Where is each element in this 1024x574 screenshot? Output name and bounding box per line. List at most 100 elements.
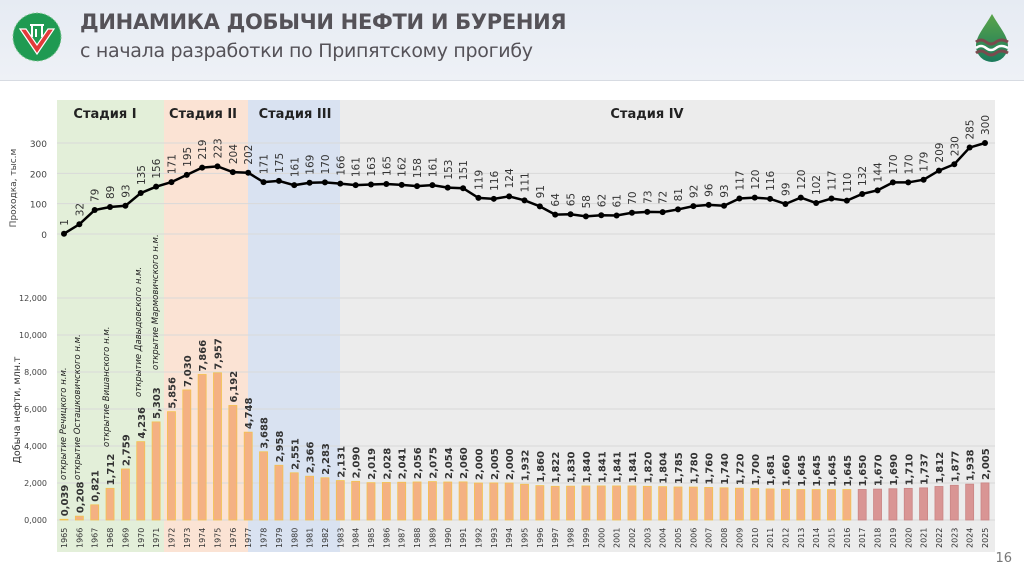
drilling-data-label: 171 [259, 154, 271, 174]
production-data-label: 2,019 [367, 448, 378, 480]
production-data-label: 0,208 [75, 481, 86, 513]
production-bar [719, 487, 729, 521]
production-data-label: 1,712 [106, 454, 117, 486]
production-bar [105, 487, 115, 521]
production-data-label: 1,645 [812, 455, 823, 487]
production-bar [673, 486, 683, 521]
production-bar [627, 485, 637, 521]
x-tick-year: 1967 [91, 528, 100, 548]
production-data-label: 7,030 [183, 355, 194, 387]
production-bar [642, 485, 652, 521]
drilling-point [582, 213, 589, 220]
production-bar [213, 372, 222, 521]
drilling-point [122, 202, 129, 209]
production-data-label: 1,710 [904, 454, 915, 486]
drilling-point [521, 197, 528, 204]
production-data-label: 1,804 [659, 452, 670, 484]
production-bar [550, 485, 560, 521]
drilling-point [736, 195, 743, 202]
production-data-label: 3,688 [260, 417, 271, 449]
production-bar [949, 484, 959, 521]
stage-label: Стадия I [73, 107, 136, 122]
production-data-label: 2,551 [290, 438, 301, 470]
page-title: ДИНАМИКА ДОБЫЧИ НЕФТИ И БУРЕНИЯ [80, 10, 567, 34]
x-tick-year: 2022 [935, 528, 944, 548]
drilling-point [828, 195, 835, 202]
drilling-data-label: 156 [151, 158, 163, 178]
x-tick-year: 1997 [551, 528, 560, 548]
stage-1-region [57, 100, 164, 552]
production-data-label: 1,645 [828, 455, 839, 487]
x-tick-year: 1995 [521, 528, 530, 548]
x-tick-year: 1994 [505, 528, 514, 548]
x-tick-year: 1968 [106, 528, 115, 548]
x-tick-year: 1969 [121, 528, 130, 548]
x-tick-year: 1976 [229, 528, 238, 548]
drilling-point [905, 179, 912, 186]
production-data-label: 7,866 [198, 340, 209, 372]
production-bar [934, 486, 944, 521]
drilling-data-label: 165 [381, 156, 393, 176]
production-bar [167, 411, 176, 521]
production-data-label: 1,670 [874, 454, 885, 486]
x-tick-year: 2010 [751, 528, 760, 548]
production-data-label: 1,877 [950, 451, 961, 483]
drilling-data-label: 179 [919, 152, 931, 172]
production-bar [658, 486, 668, 521]
production-bar [289, 472, 299, 521]
drilling-data-label: 99 [780, 183, 792, 196]
production-data-label: 2,000 [505, 448, 516, 480]
drilling-point [966, 144, 973, 151]
drilling-data-label: 223 [213, 138, 225, 158]
x-tick-year: 1989 [428, 528, 437, 548]
drilling-data-label: 1 [59, 219, 71, 226]
drilling-data-label: 161 [289, 157, 301, 177]
discovery-annotation: открытие Вишанского н.м. [102, 327, 112, 447]
production-data-label: 1,650 [858, 455, 869, 487]
x-tick-year: 2009 [735, 528, 744, 548]
x-tick-year: 1998 [567, 528, 576, 548]
drilling-point [536, 203, 543, 210]
x-tick-year: 2024 [966, 528, 975, 548]
drilling-data-label: 204 [228, 144, 240, 164]
production-data-label: 2,056 [413, 447, 424, 479]
production-bar [535, 485, 545, 521]
drilling-point [214, 163, 221, 170]
y-tick-bottom: 12,000 [19, 294, 47, 303]
drilling-data-label: 166 [335, 155, 347, 175]
production-data-label: 1,645 [843, 455, 854, 487]
drilling-data-label: 120 [750, 170, 762, 190]
production-bar [489, 482, 499, 521]
drilling-point [306, 179, 313, 186]
discovery-annotation: открытие Осташковичского н.м. [73, 334, 83, 480]
slide-header: ДИНАМИКА ДОБЫЧИ НЕФТИ И БУРЕНИЯ с начала… [0, 0, 1024, 81]
y-tick-top: 200 [30, 170, 47, 180]
production-bar [74, 515, 84, 521]
production-data-label: 2,366 [306, 442, 317, 474]
drilling-point [444, 184, 451, 191]
drilling-point [153, 183, 160, 190]
drilling-data-label: 161 [427, 157, 439, 177]
production-data-label: 2,028 [382, 448, 393, 480]
production-bar [243, 431, 253, 521]
production-bar [857, 489, 867, 521]
production-bar [151, 421, 161, 521]
production-bar [811, 489, 821, 521]
drilling-data-label: 161 [351, 157, 363, 177]
x-tick-year: 1966 [75, 528, 84, 548]
x-tick-year: 1992 [474, 528, 483, 548]
drilling-data-label: 81 [673, 188, 685, 201]
production-data-label: 0,039 [60, 485, 71, 517]
drilling-data-label: 120 [796, 170, 808, 190]
drilling-point [813, 200, 820, 207]
x-tick-year: 1965 [60, 528, 69, 548]
production-bar [427, 481, 437, 521]
production-bar [59, 518, 69, 521]
x-tick-year: 1979 [275, 528, 284, 548]
drilling-data-label: 219 [197, 140, 209, 160]
x-tick-year: 2014 [812, 528, 821, 548]
drilling-point [721, 202, 728, 209]
drilling-data-label: 65 [566, 193, 578, 206]
drilling-point [383, 180, 390, 187]
production-data-label: 1,860 [536, 451, 547, 483]
